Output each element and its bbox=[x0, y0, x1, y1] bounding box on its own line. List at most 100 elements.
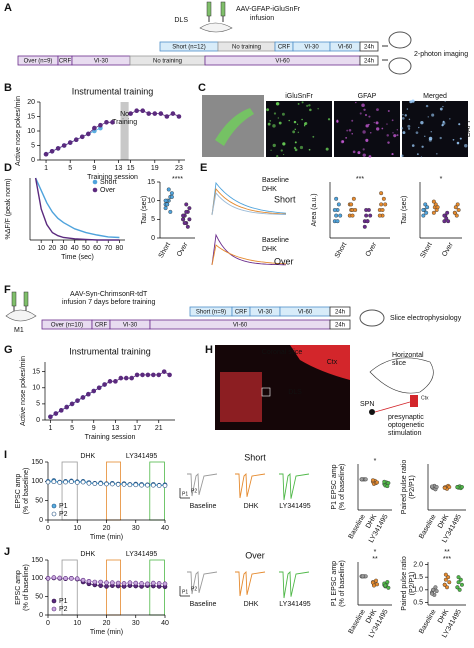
data-point bbox=[92, 481, 98, 486]
legend-label: P1 bbox=[59, 503, 68, 510]
inset bbox=[220, 372, 262, 422]
epsc-trace bbox=[235, 472, 266, 499]
data-point bbox=[421, 213, 426, 218]
data-point bbox=[162, 581, 168, 587]
data-point bbox=[140, 372, 145, 378]
epsc-trace bbox=[279, 570, 310, 599]
data-point bbox=[156, 483, 162, 488]
timeline-label: CRF bbox=[278, 45, 291, 51]
image-speck bbox=[364, 113, 368, 117]
image-speck bbox=[348, 128, 352, 132]
image-speck bbox=[357, 151, 361, 155]
image-speck bbox=[288, 119, 290, 122]
timeline-segment bbox=[359, 55, 379, 66]
panel-letter: H bbox=[205, 344, 213, 356]
epsc-trace bbox=[279, 472, 310, 501]
image-speck bbox=[293, 146, 297, 150]
data-point bbox=[110, 120, 115, 125]
image-speck bbox=[381, 127, 384, 130]
syringe bbox=[206, 1, 212, 17]
condition-label: Baseline bbox=[190, 601, 217, 608]
timeline-label: Short (n=9) bbox=[196, 310, 226, 316]
image-speck bbox=[428, 138, 432, 142]
y-tick-label: 1.0 bbox=[413, 587, 423, 594]
legend-marker bbox=[92, 179, 98, 185]
image-speck bbox=[373, 121, 375, 124]
data-point bbox=[49, 149, 55, 154]
image-speck bbox=[297, 102, 300, 105]
image-speck bbox=[456, 141, 460, 145]
data-point bbox=[336, 202, 341, 207]
significance: * bbox=[374, 549, 377, 556]
series-line bbox=[34, 177, 120, 241]
image-speck bbox=[308, 148, 311, 151]
image-speck bbox=[387, 109, 390, 113]
y-tick-label: 10 bbox=[27, 128, 35, 135]
data-point bbox=[181, 217, 186, 222]
data-point bbox=[365, 219, 370, 224]
image-speck bbox=[415, 131, 419, 135]
data-point bbox=[456, 580, 461, 585]
data-point bbox=[434, 485, 439, 490]
image-speck bbox=[416, 153, 419, 156]
data-point bbox=[167, 372, 172, 378]
data-point bbox=[445, 210, 450, 215]
y-axis-label: Area (a.u.) bbox=[311, 193, 318, 226]
data-point bbox=[446, 575, 451, 580]
image-speck bbox=[276, 155, 279, 158]
image-speck bbox=[281, 112, 285, 116]
y-tick-label: 20 bbox=[27, 99, 35, 106]
trace-label: Over bbox=[245, 550, 265, 560]
image-speck bbox=[301, 118, 303, 121]
data-point bbox=[457, 587, 462, 592]
data-point bbox=[169, 194, 174, 199]
chart-title: Instrumental training bbox=[69, 346, 151, 356]
epsc-trace bbox=[187, 472, 218, 497]
trace-label: Short bbox=[244, 452, 266, 462]
data-point bbox=[444, 216, 449, 221]
data-point bbox=[86, 391, 91, 397]
y-axis-label: Tau (sec) bbox=[141, 196, 148, 225]
data-point bbox=[74, 480, 80, 485]
image-speck bbox=[308, 104, 311, 107]
image-speck bbox=[363, 108, 366, 111]
label: P2 bbox=[191, 488, 197, 494]
image-speck bbox=[359, 112, 362, 115]
label: LY341495 bbox=[126, 551, 158, 558]
legend-marker bbox=[51, 511, 57, 517]
timeline-label: Short (n=12) bbox=[172, 45, 206, 51]
data-point bbox=[98, 481, 103, 486]
data-point bbox=[51, 575, 57, 580]
x-tick-label: 40 bbox=[161, 525, 169, 532]
y-axis-label: (% of baseline) bbox=[23, 468, 30, 515]
y-axis-label: Tau (sec) bbox=[401, 196, 408, 225]
data-point bbox=[152, 111, 158, 116]
data-point bbox=[334, 213, 339, 218]
data-point bbox=[379, 191, 384, 196]
image-speck bbox=[418, 126, 420, 129]
syringe bbox=[23, 291, 29, 307]
y-axis-label: %ΔF/F (peak norm) bbox=[5, 178, 12, 239]
data-point bbox=[335, 219, 340, 224]
image-speck bbox=[430, 131, 432, 133]
legend-label: Baseline bbox=[262, 237, 289, 244]
image-speck bbox=[362, 148, 365, 151]
image-speck bbox=[402, 113, 404, 116]
y-tick-label: 100 bbox=[31, 575, 43, 582]
panel-letter: F bbox=[4, 284, 11, 296]
data-point bbox=[67, 140, 73, 145]
image-speck bbox=[317, 107, 319, 110]
data-point bbox=[368, 213, 373, 218]
data-point bbox=[433, 585, 438, 590]
data-point bbox=[363, 477, 368, 482]
x-tick-label: 20 bbox=[103, 525, 111, 532]
y-tick-label: 1.5 bbox=[413, 574, 423, 581]
data-point bbox=[364, 213, 369, 218]
x-tick-label: 10 bbox=[73, 525, 81, 532]
image-speck bbox=[409, 100, 413, 104]
y-tick-label: 5 bbox=[151, 216, 155, 223]
x-tick-label: 20 bbox=[103, 620, 111, 627]
significance: *** bbox=[356, 176, 364, 183]
trace bbox=[211, 191, 287, 216]
data-point bbox=[91, 388, 97, 394]
